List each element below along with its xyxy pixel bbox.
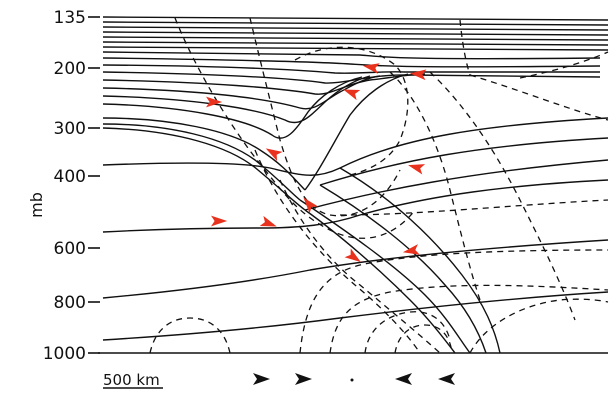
- red-arrow-icon: [408, 164, 426, 175]
- y-axis-unit-label: mb: [27, 192, 46, 218]
- pressure-tick-label: 800: [54, 293, 86, 313]
- pressure-tick-label: 1000: [43, 344, 86, 364]
- arrow-left-icon: [438, 373, 455, 385]
- pressure-tick-label: 135: [54, 8, 86, 28]
- airflow-arrows: [206, 63, 427, 263]
- surface-flow-arrows: [253, 373, 455, 385]
- arrow-right-icon: [253, 373, 270, 385]
- red-arrow-icon: [265, 148, 283, 162]
- arrow-right-icon: [295, 373, 312, 385]
- dot-icon: [350, 378, 354, 382]
- pressure-axis: 135 200 300 400 600 800 1000: [43, 8, 100, 364]
- red-arrow-icon: [206, 96, 223, 108]
- pressure-tick-label: 600: [54, 239, 86, 259]
- red-arrow-icon: [344, 248, 361, 263]
- pressure-tick-label: 200: [54, 59, 86, 79]
- arrow-left-icon: [395, 373, 412, 385]
- dashed-lines: [149, 17, 609, 354]
- red-arrow-icon: [402, 244, 420, 255]
- red-arrow-icon: [362, 63, 380, 74]
- red-arrow-icon: [409, 69, 427, 81]
- scale-bar-label: 500 km: [103, 371, 160, 389]
- pressure-tick-label: 300: [54, 119, 86, 139]
- red-arrow-icon: [303, 197, 318, 214]
- red-arrow-icon: [259, 215, 277, 227]
- upper-isentropes: [102, 16, 609, 139]
- lower-isentropes: [102, 117, 609, 354]
- red-arrow-icon: [343, 89, 361, 101]
- pressure-tick-label: 400: [54, 167, 86, 187]
- red-arrow-icon: [211, 215, 228, 227]
- tropopause-fold-lines: [102, 73, 409, 211]
